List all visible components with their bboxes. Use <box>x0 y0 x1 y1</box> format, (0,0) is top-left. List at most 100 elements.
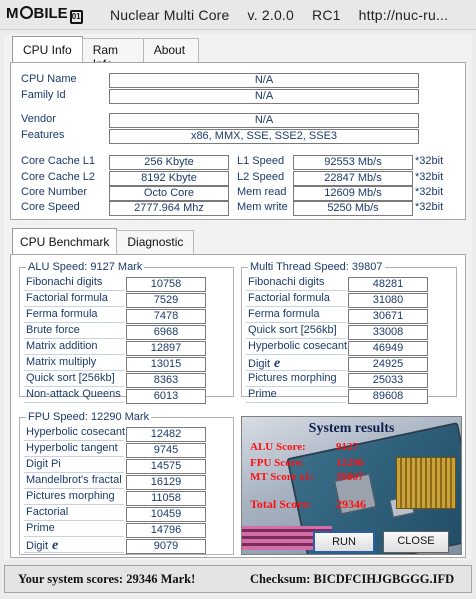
main-window: CPU Info Ram Info About CPU Name N/A Fam… <box>4 34 472 560</box>
total-score-label: Total Score: <box>250 497 312 511</box>
tab-diagnostic[interactable]: Diagnostic <box>116 230 195 254</box>
alu-row-label: Matrix addition <box>26 340 98 352</box>
fpu-row-label-text: Factorial <box>26 506 69 518</box>
alu-row-label-text: Matrix addition <box>26 340 98 352</box>
mem-write-unit: *32bit <box>415 201 444 213</box>
run-button[interactable]: RUN <box>313 531 375 553</box>
mt-row-label-text: Quick sort [256kb] <box>248 324 337 336</box>
mt-row-label: Factorial formula <box>248 292 330 304</box>
fpu-score-label: FPU Score: <box>250 457 304 469</box>
tab-cpu-benchmark[interactable]: CPU Benchmark <box>12 228 118 254</box>
mt-row-value: 30671 <box>348 309 428 324</box>
benchmark-panel: ALU Speed: 9127 Mark Fibonachi digits 107… <box>10 254 466 558</box>
tab-ram-info[interactable]: Ram Info <box>81 38 144 71</box>
mem-write-value: 5250 Mb/s <box>293 201 413 216</box>
alu-row-value: 7478 <box>126 309 206 324</box>
l1-speed-value: 92553 Mb/s <box>293 155 413 170</box>
mt-row-label: Hyperbolic cosecant <box>248 340 347 352</box>
system-scores-text: Your system scores: 29346 Mark! <box>18 572 196 586</box>
fpu-row-value: 10459 <box>126 507 206 522</box>
fpu-row-value: 9745 <box>126 443 206 458</box>
mt-row-separator <box>246 402 346 403</box>
status-bar: Your system scores: 29346 Mark! Checksum… <box>4 565 472 593</box>
fpu-row-label-text: Digit Pi <box>26 458 61 470</box>
euler-e-icon: e <box>274 356 281 371</box>
tab-about[interactable]: About <box>142 38 199 62</box>
fpu-row-separator <box>24 536 124 537</box>
l1-speed-unit: *32bit <box>415 155 444 167</box>
multi-thread-speed-title: Multi Thread Speed: 39807 <box>248 261 385 273</box>
fpu-row-label-text: Hyperbolic tangent <box>26 442 118 454</box>
mt-row-label-text: Factorial formula <box>248 292 330 304</box>
fpu-row-value: 12482 <box>126 427 206 442</box>
fpu-row-label-text: Mandelbrot's fractal <box>26 474 122 486</box>
fpu-row-separator <box>24 456 124 457</box>
alu-row-label: Non-attack Queens <box>26 388 121 400</box>
vendor-value: N/A <box>109 113 419 128</box>
close-button[interactable]: CLOSE <box>383 531 449 553</box>
mt-row-label: Fibonachi digits <box>248 276 324 288</box>
fpu-row-label-text: Hyperbolic cosecant <box>26 426 126 438</box>
fpu-row-label: Factorial <box>26 506 68 518</box>
fpu-speed-title: FPU Speed: 12290 Mark <box>26 411 152 423</box>
cpu-info-panel: CPU Name N/A Family Id N/A Vendor N/A Fe… <box>10 62 466 220</box>
cache-l1-label: Core Cache L1 <box>21 155 95 167</box>
core-number-label: Core Number <box>21 186 88 198</box>
tab-cpu-info[interactable]: CPU Info <box>12 36 83 62</box>
fpu-row-label-text: Prime <box>26 522 55 534</box>
mt-row-label-text: Pictures morphing <box>248 372 337 384</box>
alu-row-value: 7529 <box>126 293 206 308</box>
alu-row-separator <box>24 338 124 339</box>
app-name: Nuclear Multi Core <box>110 7 230 23</box>
fpu-row-label: Hyperbolic cosecant <box>26 426 125 438</box>
alu-row-label: Brute force <box>26 324 80 336</box>
alu-row-label-text: Non-attack Queens <box>26 388 121 400</box>
cache-l2-label: Core Cache L2 <box>21 171 95 183</box>
core-speed-label: Core Speed <box>21 201 80 213</box>
mt-row-label: Quick sort [256kb] <box>248 324 337 336</box>
mt-row-separator <box>246 370 346 371</box>
mt-row-value: 33008 <box>348 325 428 340</box>
vendor-label: Vendor <box>21 113 56 125</box>
alu-row-value: 6968 <box>126 325 206 340</box>
fpu-row-label: Hyperbolic tangent <box>26 442 118 454</box>
mt-row-label: Pictures morphing <box>248 372 337 384</box>
mt-row-separator <box>246 338 346 339</box>
fpu-row-label-text: Digit <box>26 540 49 552</box>
checksum-text: Checksum: BICDFCIHJGBGGG.IFD <box>250 572 455 586</box>
fpu-row-label: Pictures morphing <box>26 490 115 502</box>
logo-letter-m: M <box>6 5 19 22</box>
fpu-row-value: 14575 <box>126 459 206 474</box>
l2-speed-value: 22847 Mb/s <box>293 171 413 186</box>
fpu-row-separator <box>24 440 124 441</box>
alu-row-separator <box>24 290 124 291</box>
mt-row-label: Ferma formula <box>248 308 320 320</box>
app-release: RC1 <box>312 7 341 23</box>
mt-row-value: 89608 <box>348 389 428 404</box>
alu-row-label: Fibonachi digits <box>26 276 102 288</box>
alu-row-value: 13015 <box>126 357 206 372</box>
fpu-row-value: 14796 <box>126 523 206 538</box>
multi-thread-group: Multi Thread Speed: 39807 Fibonachi digi… <box>241 261 457 404</box>
alu-row-label-text: Fibonachi digits <box>26 276 103 288</box>
mobile01-logo: M BILE 01 <box>6 5 83 24</box>
window-title: Nuclear Multi Core v. 2.0.0 RC1 http://nuc-… <box>110 7 448 23</box>
alu-row-label-text: Factorial formula <box>26 292 108 304</box>
alu-row-value: 10758 <box>126 277 206 292</box>
fpu-group: FPU Speed: 12290 Mark Hyperbolic cosecan… <box>19 411 234 555</box>
logo-ring-icon <box>19 6 33 19</box>
mt-row-separator <box>246 322 346 323</box>
alu-row-separator <box>24 386 124 387</box>
mt-row-label-text: Ferma formula <box>248 308 320 320</box>
mt-row-value: 46949 <box>348 341 428 356</box>
fpu-row-label: Mandelbrot's fractal <box>26 474 122 486</box>
mem-read-label: Mem read <box>237 186 287 198</box>
cache-l2-value: 8192 Kbyte <box>109 171 229 186</box>
total-score-value: 29346 <box>336 497 366 511</box>
core-speed-value: 2777.964 Mhz <box>109 201 229 216</box>
mt-row-value: 48281 <box>348 277 428 292</box>
cpu-name-value: N/A <box>109 73 419 88</box>
system-results-heading: System results <box>308 421 395 436</box>
mt-row-label-text: Hyperbolic cosecant <box>248 340 348 352</box>
alu-row-label: Matrix multiply <box>26 356 96 368</box>
